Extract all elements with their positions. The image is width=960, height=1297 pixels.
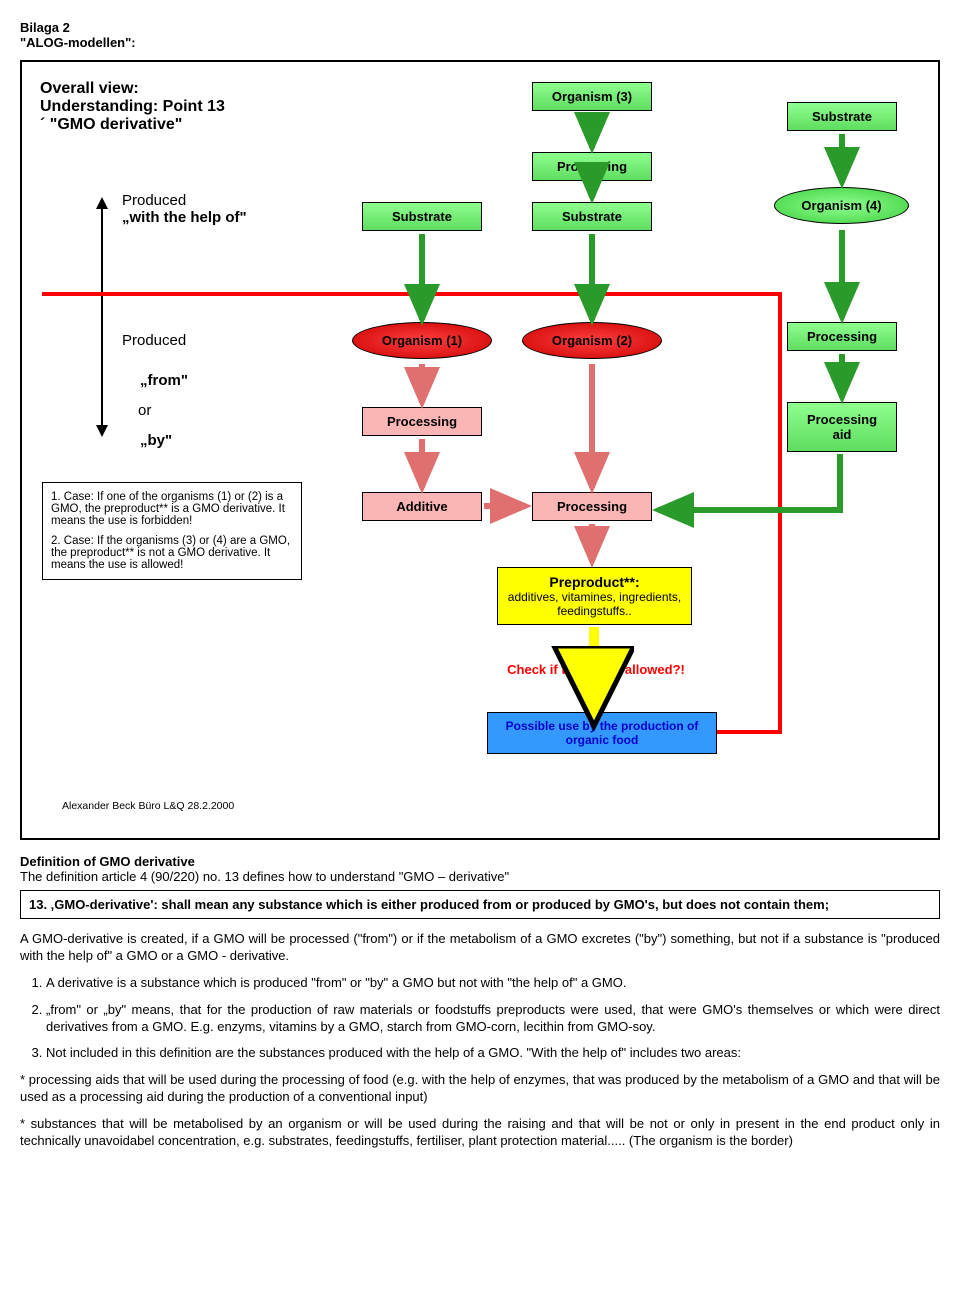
- definition-box: 13. ‚GMO-derivative': shall mean any sub…: [20, 890, 940, 919]
- definition-para1: A GMO-derivative is created, if a GMO wi…: [20, 931, 940, 965]
- case2-text: 2. Case: If the organisms (3) or (4) are…: [51, 535, 293, 571]
- definition-heading: Definition of GMO derivative: [20, 854, 940, 869]
- by-label: „by": [140, 432, 172, 449]
- diagram-title3: ´ "GMO derivative": [40, 116, 225, 134]
- preproduct-box: Preproduct**: additives, vitamines, ingr…: [497, 567, 692, 625]
- case1-text: 1. Case: If one of the organisms (1) or …: [51, 491, 293, 527]
- processing-right-box: Processing: [787, 322, 897, 351]
- preproduct-title: Preproduct**:: [504, 574, 685, 590]
- case-box: 1. Case: If one of the organisms (1) or …: [42, 482, 302, 580]
- organism4-ellipse: Organism (4): [774, 187, 909, 224]
- definition-item1: A derivative is a substance which is pro…: [46, 975, 940, 992]
- header-line2: "ALOG-modellen":: [20, 35, 940, 50]
- double-arrow-icon: [90, 197, 114, 437]
- definition-item3b: * substances that will be metabolised by…: [20, 1116, 940, 1150]
- from-label: „from": [140, 372, 188, 389]
- substrate-top-box: Substrate: [787, 102, 897, 131]
- processing-aid-box: Processing aid: [787, 402, 897, 452]
- processing-mid2-box: Processing: [532, 492, 652, 521]
- or-label: or: [138, 402, 151, 419]
- processing-top-box: Processing: [532, 152, 652, 181]
- check-text: Check if the use is allowed?!: [476, 662, 716, 677]
- organism3-box: Organism (3): [532, 82, 652, 111]
- processing-mid-box: Processing: [362, 407, 482, 436]
- produced2-label: Produced: [122, 332, 186, 349]
- definition-item2: „from" or „by" means, that for the produ…: [46, 1002, 940, 1036]
- header-line1: Bilaga 2: [20, 20, 940, 35]
- organism2-ellipse: Organism (2): [522, 322, 662, 359]
- diagram-credit: Alexander Beck Büro L&Q 28.2.2000: [62, 800, 234, 812]
- definition-item3a: * processing aids that will be used duri…: [20, 1072, 940, 1106]
- substrate2-box: Substrate: [532, 202, 652, 231]
- substrate1-box: Substrate: [362, 202, 482, 231]
- possible-box: Possible use by the production of organi…: [487, 712, 717, 754]
- definition-intro: The definition article 4 (90/220) no. 13…: [20, 869, 940, 884]
- definition-item3: Not included in this definition are the …: [46, 1045, 940, 1062]
- with-help-label: „with the help of": [122, 209, 247, 226]
- preproduct-sub: additives, vitamines, ingredients, feedi…: [504, 590, 685, 618]
- red-vline: [778, 292, 782, 734]
- produced-with-label: Produced: [122, 192, 186, 209]
- diagram-frame: Overall view: Understanding: Point 13 ´ …: [20, 60, 940, 840]
- diagram-title2: Understanding: Point 13: [40, 98, 225, 116]
- red-hline: [42, 292, 782, 296]
- additive-box: Additive: [362, 492, 482, 521]
- definition-item3-lead: Not included in this definition are the …: [46, 1045, 741, 1060]
- definition-list: A derivative is a substance which is pro…: [20, 975, 940, 1063]
- diagram-title1: Overall view:: [40, 80, 225, 98]
- organism1-ellipse: Organism (1): [352, 322, 492, 359]
